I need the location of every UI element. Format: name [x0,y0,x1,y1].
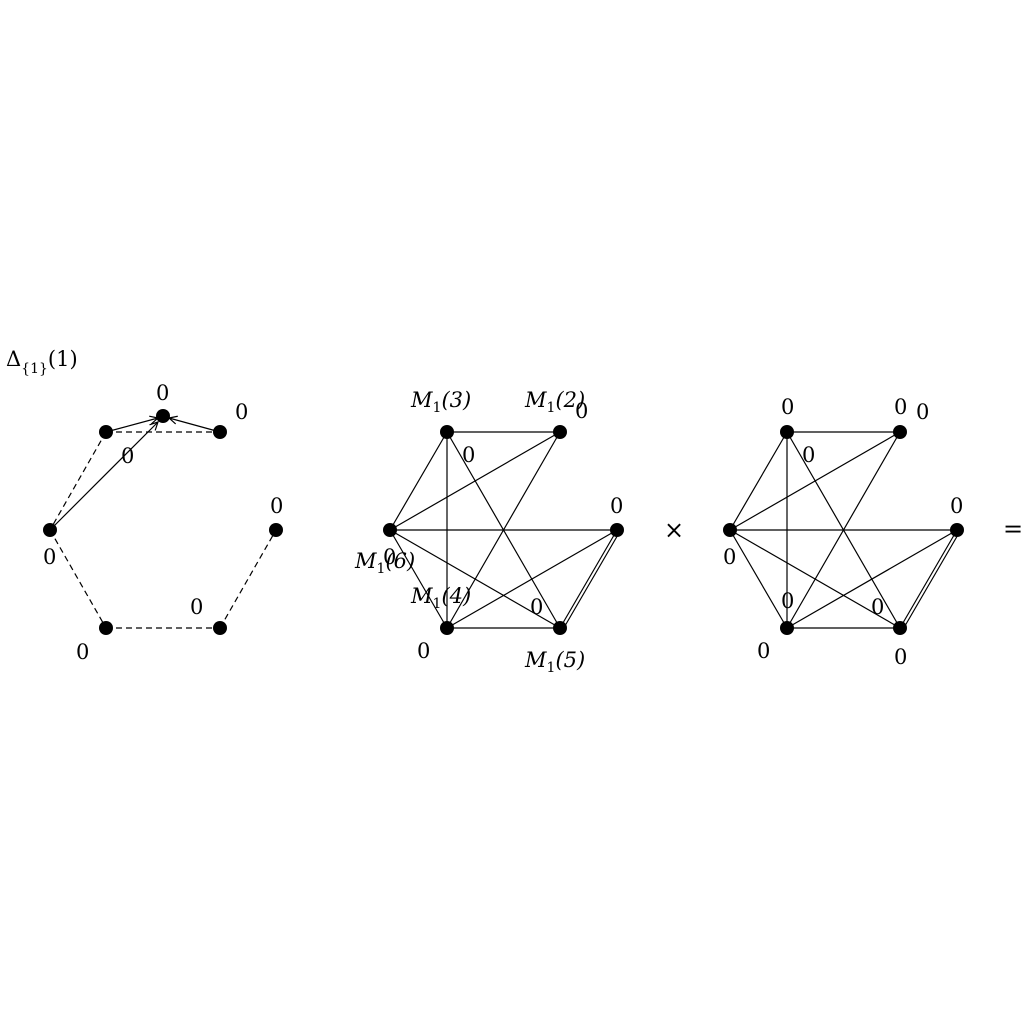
vertex [99,621,113,635]
vertex [440,425,454,439]
vertex-label: 0 [610,494,623,518]
edge [559,529,618,629]
vertex-label: 0 [871,595,884,619]
vertex [440,621,454,635]
vertex [383,523,397,537]
vertex-label-m4: M1(4) [410,584,471,612]
edge-label: 0 [462,443,475,467]
equals-operator: = [1003,515,1023,543]
diagram-title: Δ{1}(1) [6,347,78,377]
vertex [213,425,227,439]
vertex-label: 0 [916,400,929,424]
arrow-edge [105,418,158,433]
dashed-edge [219,529,277,629]
arrow-edge [169,418,221,433]
vertex [893,425,907,439]
vertex-label-m5: M1(5) [524,648,585,676]
vertex-label: 0 [190,595,203,619]
vertex-label: 0 [417,639,430,663]
edge [561,532,620,632]
vertex-label: 0 [723,545,736,569]
vertex-label: 0 [43,545,56,569]
edge [389,431,561,531]
vertex-label: 0 [894,645,907,669]
vertex-label: 0 [235,400,248,424]
vertex [43,523,57,537]
dashed-edge [49,431,107,531]
edge [899,529,958,629]
vertex [780,621,794,635]
vertex-label: 0 [76,640,89,664]
vertex-label: 0 [383,545,396,569]
vertex [723,523,737,537]
edge [389,529,448,629]
edge [901,532,960,632]
vertex-label: 0 [575,399,588,423]
edge [729,529,901,629]
vertex [269,523,283,537]
vertex-label: 0 [530,595,543,619]
edge [389,529,561,629]
diagram-m1: M1(3) M1(2) M1(6) M1(4) M1(5) 0 0 0 0 0 … [354,388,624,676]
vertex-label: 0 [894,395,907,419]
vertex-label: 0 [781,589,794,613]
dashed-edge [49,529,107,629]
edge [446,529,618,629]
edge [389,431,448,531]
diagram-delta: Δ{1}(1) 0 0 0 0 0 0 0 [6,347,283,664]
vertex [893,621,907,635]
vertex [99,425,113,439]
edge-label: 0 [802,443,815,467]
edge [729,431,901,531]
vertex-label-m6: M1(6) [354,549,415,577]
vertex [780,425,794,439]
vertex-label: 0 [156,381,169,405]
vertex [610,523,624,537]
vertex [950,523,964,537]
vertex [156,409,170,423]
vertex-label: 0 [781,395,794,419]
vertex [213,621,227,635]
edge [786,529,958,629]
vertex-label-m3: M1(3) [410,388,471,416]
arrow-edge [49,422,158,531]
diagram-zeros: 0 0 0 0 0 0 0 0 0 0 [723,395,964,669]
vertex [553,425,567,439]
edge [729,529,788,629]
vertex-label-m2: M1(2) [524,388,585,416]
vertex-label: 0 [757,639,770,663]
vertex [553,621,567,635]
times-operator: × [664,516,684,544]
vertex-label: 0 [270,494,283,518]
vertex-label: 0 [950,494,963,518]
edge [729,431,788,531]
edge-label: 0 [121,444,134,468]
